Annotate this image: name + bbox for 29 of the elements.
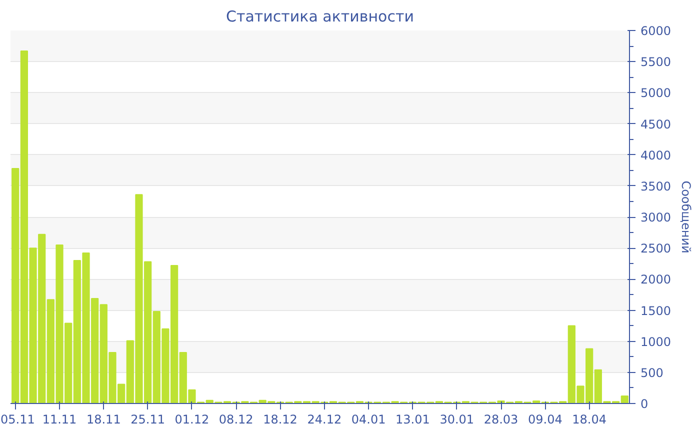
x-tick-label: 01.12: [174, 412, 210, 426]
y-tick-label: 2000: [640, 272, 672, 287]
y-tick-label: 1000: [640, 334, 672, 349]
y-tick-label: 2500: [640, 242, 672, 256]
y-tick-label: 500: [640, 366, 664, 380]
x-tick-label: 18.11: [86, 412, 121, 426]
x-tick-label: 13.01: [396, 412, 430, 426]
x-tick-label: 28.03: [484, 412, 518, 426]
x-tick-label: 18.04: [572, 412, 607, 426]
chart-title: Статистика активности: [226, 8, 414, 26]
y-axis-title: Сообщений: [679, 180, 694, 254]
y-tick-label: 4000: [640, 148, 672, 162]
y-tick-label: 4500: [640, 117, 672, 132]
x-tick-label: 24.12: [307, 412, 342, 426]
x-tick-label: 30.01: [440, 412, 474, 426]
x-tick-label: 08.12: [218, 412, 254, 426]
y-tick-label: 6000: [640, 24, 672, 38]
y-tick-label: 0: [640, 397, 648, 411]
y-tick-label: 5500: [640, 55, 672, 70]
x-tick-label: 09.04: [528, 412, 562, 426]
x-tick-label: 11.11: [42, 412, 77, 426]
x-tick-label: 18.12: [263, 412, 298, 426]
y-tick-label: 1500: [640, 304, 672, 318]
y-tick-label: 3500: [640, 179, 672, 194]
x-tick-label: 04.01: [351, 412, 386, 426]
y-tick-label: 3000: [640, 210, 672, 224]
x-tick-label: 25.11: [130, 412, 165, 426]
x-tick-label: 05.11: [0, 412, 35, 426]
y-tick-label: 5000: [640, 86, 672, 100]
